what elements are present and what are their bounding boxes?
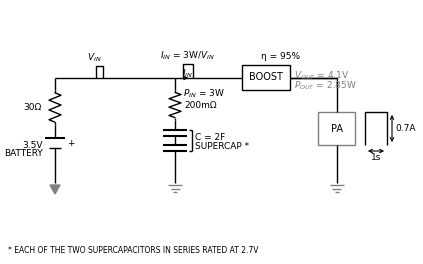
Text: $I_{IN}$: $I_{IN}$ (182, 67, 194, 79)
Text: C = 2F: C = 2F (195, 133, 225, 142)
Text: $P_{IN}$ = 3W: $P_{IN}$ = 3W (183, 88, 225, 101)
Text: η = 95%: η = 95% (261, 52, 301, 61)
Text: +: + (67, 139, 74, 148)
Text: BATTERY: BATTERY (4, 149, 43, 158)
Text: $I_{IN}$ = 3W/$V_{IN}$: $I_{IN}$ = 3W/$V_{IN}$ (160, 50, 215, 62)
Text: 30Ω: 30Ω (24, 103, 42, 112)
Text: 3.5V: 3.5V (22, 141, 43, 150)
Text: $V_{OUT}$ = 4.1V: $V_{OUT}$ = 4.1V (294, 69, 349, 82)
Text: 1s: 1s (371, 153, 381, 162)
Bar (318, 112, 355, 145)
Text: PA: PA (330, 124, 343, 134)
Text: 200mΩ: 200mΩ (184, 101, 217, 110)
Polygon shape (50, 185, 60, 194)
Text: BOOST: BOOST (249, 73, 283, 82)
Text: * EACH OF THE TWO SUPERCAPACITORS IN SERIES RATED AT 2.7V: * EACH OF THE TWO SUPERCAPACITORS IN SER… (8, 246, 258, 255)
Bar (242, 65, 290, 90)
Text: $V_{IN}$: $V_{IN}$ (87, 51, 101, 64)
Text: SUPERCAP *: SUPERCAP * (195, 142, 249, 151)
Text: 0.7A: 0.7A (395, 124, 415, 133)
Text: $P_{OUT}$ = 2.85W: $P_{OUT}$ = 2.85W (294, 79, 357, 92)
